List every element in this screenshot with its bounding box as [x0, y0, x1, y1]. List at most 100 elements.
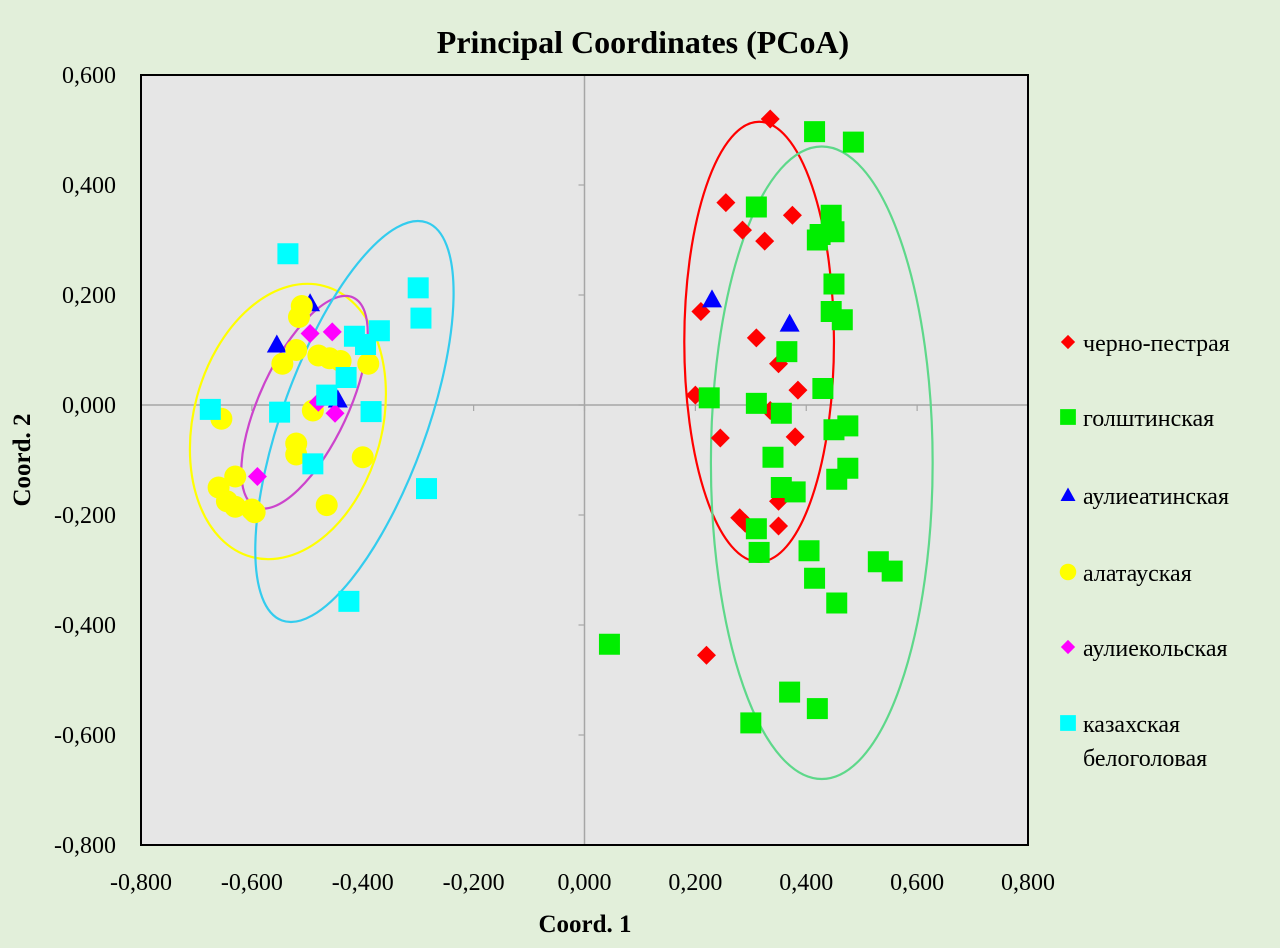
data-point — [322, 322, 342, 342]
data-point — [831, 309, 853, 331]
data-point — [740, 712, 762, 734]
series-group — [207, 295, 380, 524]
data-point — [823, 221, 845, 243]
data-point — [804, 121, 826, 143]
data-point — [806, 229, 828, 251]
data-point — [784, 481, 806, 503]
x-tick-label: -0,800 — [110, 870, 172, 896]
data-point — [696, 645, 716, 665]
y-tick-labels: -0,800 -0,600 -0,400 -0,200 0,000 0,200 0,400 0… — [54, 63, 116, 859]
data-point — [755, 231, 775, 251]
data-point — [760, 109, 780, 129]
data-point — [416, 478, 438, 500]
x-tick-label: 0,000 — [558, 870, 612, 896]
legend-label: казахская — [1083, 712, 1180, 738]
series-group — [598, 121, 903, 734]
legend-marker — [1060, 487, 1076, 501]
legend-marker — [1060, 334, 1076, 350]
data-point — [329, 350, 352, 372]
x-tick-label: -0,400 — [332, 870, 394, 896]
data-point — [316, 384, 338, 406]
data-point — [247, 467, 267, 486]
data-point — [823, 273, 845, 295]
data-point — [302, 453, 324, 475]
data-point — [770, 402, 792, 424]
x-tick-label: -0,600 — [221, 870, 283, 896]
data-point — [782, 205, 802, 225]
x-tick-label: 0,800 — [1001, 870, 1055, 896]
legend-label: алатауская — [1083, 561, 1192, 587]
chart-title: Principal Coordinates (PCoA) — [437, 24, 849, 60]
data-point — [360, 401, 382, 423]
data-point — [710, 428, 730, 448]
data-point — [266, 334, 287, 353]
y-tick-label: -0,600 — [54, 723, 116, 749]
data-point — [779, 681, 801, 703]
data-point — [300, 324, 320, 343]
data-point — [779, 313, 800, 332]
data-point — [748, 541, 770, 563]
y-axis-label: Coord. 2 — [9, 413, 36, 506]
data-point — [315, 494, 338, 517]
x-tick-label: 0,400 — [779, 870, 833, 896]
legend-marker — [1060, 409, 1076, 425]
data-point — [277, 243, 299, 265]
data-point — [285, 339, 308, 361]
plot-frame — [140, 74, 1029, 846]
x-tick-labels: -0,800 -0,600 -0,400 -0,200 0,000 0,200 0,400 0… — [110, 870, 1055, 896]
series-group — [199, 243, 438, 612]
data-point — [826, 592, 848, 614]
data-point — [798, 540, 820, 562]
data-point — [762, 446, 784, 468]
data-point — [806, 698, 828, 720]
x-axis-label: Coord. 1 — [538, 911, 631, 938]
data-point — [285, 443, 308, 466]
data-point — [745, 392, 767, 414]
data-point — [351, 446, 374, 469]
legend-label: аулиекольская — [1083, 636, 1228, 662]
data-point — [776, 341, 798, 363]
data-point — [823, 419, 845, 441]
y-tick-label: 0,000 — [62, 393, 116, 419]
data-point — [410, 307, 432, 329]
data-point — [702, 289, 723, 308]
data-point — [338, 590, 360, 612]
data-point — [698, 387, 720, 409]
y-tick-label: 0,400 — [62, 173, 116, 199]
y-tick-label: -0,200 — [54, 503, 116, 529]
data-point — [745, 196, 767, 218]
y-tick-label: -0,800 — [54, 833, 116, 859]
x-tick-label: 0,200 — [668, 870, 722, 896]
data-point — [199, 398, 221, 420]
data-point — [355, 334, 377, 355]
data-points — [199, 109, 903, 734]
data-point — [745, 518, 767, 540]
legend-label: черно-пестрая — [1083, 331, 1230, 357]
legend: черно-пестрая голштинская аулиеатинская ала… — [1059, 331, 1230, 772]
data-point — [269, 401, 291, 423]
legend-label: аулиеатинская — [1083, 484, 1229, 510]
data-point — [290, 295, 313, 317]
data-point — [716, 193, 736, 213]
data-point — [732, 220, 752, 240]
x-tick-label: 0,600 — [890, 870, 944, 896]
y-tick-label: -0,400 — [54, 613, 116, 639]
y-tick-label: 0,600 — [62, 63, 116, 89]
legend-label: белоголовая — [1083, 746, 1207, 772]
data-point — [271, 352, 294, 375]
group-ellipse — [709, 145, 934, 781]
data-point — [325, 403, 345, 423]
data-point — [826, 468, 848, 490]
data-point — [357, 352, 380, 375]
y-tick-label: 0,200 — [62, 283, 116, 309]
data-point — [788, 380, 808, 400]
data-point — [746, 328, 766, 348]
data-point — [812, 378, 834, 399]
data-point — [842, 131, 864, 153]
data-point — [881, 560, 903, 582]
legend-label: голштинская — [1083, 406, 1214, 432]
data-point — [243, 501, 266, 524]
data-point — [804, 567, 826, 589]
data-point — [407, 277, 429, 299]
